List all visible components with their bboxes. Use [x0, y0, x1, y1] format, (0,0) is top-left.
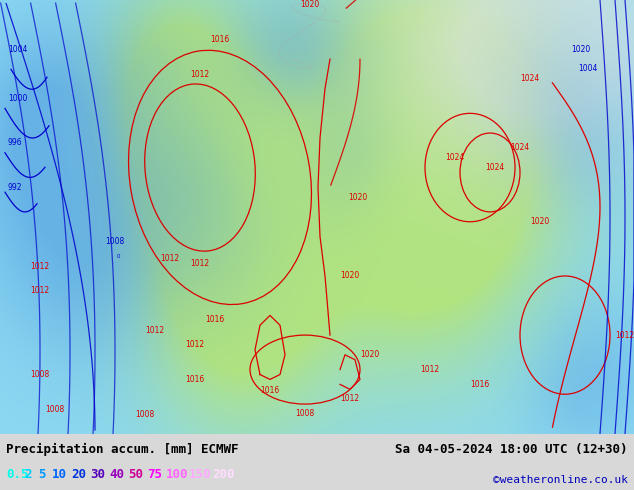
Text: Sa 04-05-2024 18:00 UTC (12+30): Sa 04-05-2024 18:00 UTC (12+30): [395, 443, 628, 456]
Text: 1012: 1012: [190, 70, 210, 79]
Text: 1008: 1008: [295, 409, 314, 418]
Text: 1008: 1008: [105, 237, 125, 246]
Text: 5: 5: [38, 468, 46, 481]
Text: 1024: 1024: [510, 144, 529, 152]
Text: Precipitation accum. [mm] ECMWF: Precipitation accum. [mm] ECMWF: [6, 443, 239, 456]
Text: 1012: 1012: [30, 286, 49, 295]
Text: 75: 75: [147, 468, 162, 481]
Text: 1016: 1016: [261, 386, 280, 395]
Text: 1012: 1012: [185, 341, 205, 349]
Text: 1016: 1016: [185, 375, 205, 384]
Text: 1020: 1020: [360, 350, 380, 359]
Text: 1008: 1008: [30, 370, 49, 379]
Text: 1004: 1004: [8, 45, 27, 54]
Text: 1020: 1020: [348, 193, 367, 201]
Text: 1024: 1024: [445, 153, 465, 162]
Text: 992: 992: [8, 183, 22, 192]
Text: 1008: 1008: [46, 405, 65, 414]
Text: 100: 100: [166, 468, 188, 481]
Text: 1012: 1012: [420, 365, 439, 374]
Text: 1012: 1012: [615, 331, 634, 340]
Text: 2: 2: [24, 468, 32, 481]
Text: 1016: 1016: [210, 35, 230, 45]
Text: 1020: 1020: [340, 271, 359, 280]
Text: ©weatheronline.co.uk: ©weatheronline.co.uk: [493, 475, 628, 485]
Text: 50: 50: [128, 468, 143, 481]
Text: 1000: 1000: [8, 94, 27, 103]
Text: 150: 150: [189, 468, 211, 481]
Text: 1008: 1008: [136, 410, 155, 419]
Text: 200: 200: [212, 468, 234, 481]
Text: 1024: 1024: [486, 163, 505, 172]
Text: 1020: 1020: [301, 0, 320, 9]
Text: 1004: 1004: [579, 65, 598, 74]
Text: 30: 30: [90, 468, 105, 481]
Text: 40: 40: [109, 468, 124, 481]
Text: 0: 0: [116, 254, 120, 259]
Text: 10: 10: [52, 468, 67, 481]
Text: 20: 20: [71, 468, 86, 481]
Text: 1012: 1012: [340, 394, 359, 403]
Text: 1024: 1024: [521, 74, 540, 83]
Text: 1012: 1012: [160, 254, 179, 263]
Text: 996: 996: [8, 138, 23, 147]
Text: 1012: 1012: [145, 326, 165, 335]
Text: 1016: 1016: [205, 316, 224, 324]
Text: 1012: 1012: [30, 262, 49, 270]
Text: 1020: 1020: [571, 45, 590, 54]
Text: 1012: 1012: [190, 259, 210, 268]
Text: 0.5: 0.5: [6, 468, 29, 481]
Text: 1016: 1016: [470, 380, 489, 389]
Text: 1020: 1020: [531, 217, 550, 226]
